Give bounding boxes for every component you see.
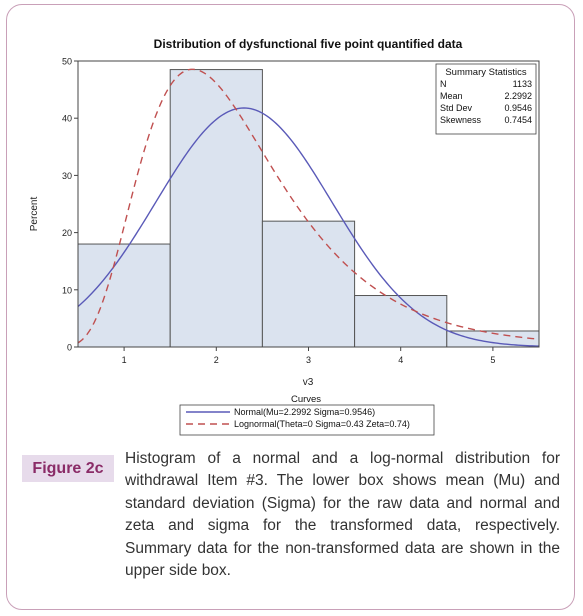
summary-value-3: 0.7454 (504, 115, 532, 125)
y-tick-label-1: 10 (62, 285, 72, 295)
y-tick-label-5: 50 (62, 57, 72, 67)
y-tick-label-3: 30 (62, 171, 72, 181)
histogram-chart: Distribution of dysfunctional five point… (29, 37, 540, 436)
summary-label-2: Std Dev (440, 103, 473, 113)
x-tick-label-0: 1 (122, 355, 127, 365)
figure-frame (6, 4, 575, 610)
lognormal-curve (77, 68, 540, 344)
normal-curve (77, 107, 540, 347)
summary-value-1: 2.2992 (504, 91, 532, 101)
y-axis-label: Percent (29, 197, 40, 232)
y-tick-label-0: 0 (67, 343, 72, 353)
histogram-bar-4 (354, 295, 448, 348)
y-tick-label-4: 40 (62, 114, 72, 124)
legend-label-normal: Normal(Mu=2.2992 Sigma=0.9546) (234, 407, 375, 417)
histogram-bar-3 (261, 220, 356, 348)
histogram-bar-1 (77, 243, 171, 348)
figure-caption: Histogram of a normal and a log-normal d… (125, 450, 560, 580)
summary-label-0: N (440, 79, 447, 89)
curves-legend: Curves Normal(Mu=2.2992 Sigma=0.9546) Log… (179, 394, 435, 436)
y-tick-label-2: 20 (62, 228, 72, 238)
histogram-bar-2 (169, 69, 263, 348)
summary-value-2: 0.9546 (504, 103, 532, 113)
x-tick-label-4: 5 (490, 355, 495, 365)
x-tick-label-1: 2 (214, 355, 219, 365)
summary-value-0: 1133 (513, 79, 532, 89)
summary-label-1: Mean (440, 91, 463, 101)
x-axis-label: v3 (303, 377, 314, 388)
figure-label: Figure 2c (22, 455, 114, 482)
x-tick-label-2: 3 (306, 355, 311, 365)
legend-label-lognormal: Lognormal(Theta=0 Sigma=0.43 Zeta=0.74) (234, 419, 410, 429)
legend-title: Curves (291, 394, 321, 405)
x-tick-label-3: 4 (398, 355, 403, 365)
summary-label-3: Skewness (440, 115, 482, 125)
chart-title: Distribution of dysfunctional five point… (154, 37, 463, 51)
summary-statistics-box: Summary Statistics N 1133 Mean 2.2992 Std De… (435, 63, 537, 135)
summary-title: Summary Statistics (445, 67, 527, 78)
